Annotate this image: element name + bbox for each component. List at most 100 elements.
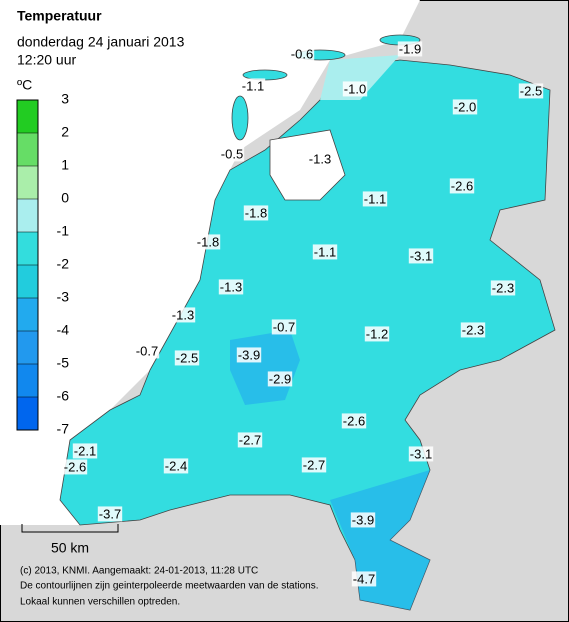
- station-label-bg: [195, 234, 221, 250]
- station-label-bg: [236, 347, 262, 363]
- station-label-bg: [460, 322, 486, 338]
- legend-unit: ºC: [17, 77, 32, 93]
- station-value: -3.1: [410, 446, 432, 461]
- station-value: -1.1: [314, 244, 336, 259]
- station-label-bg: [267, 371, 293, 387]
- station-value: -3.7: [99, 506, 121, 521]
- legend-band: [17, 364, 38, 397]
- island: [231, 95, 249, 141]
- scale-bar: [21, 524, 119, 533]
- station-value: -3.1: [410, 248, 432, 263]
- station-label-bg: [341, 413, 367, 429]
- station-value: -2.7: [303, 457, 325, 472]
- station-label-bg: [362, 191, 388, 207]
- legend-tick-label: 3: [61, 91, 69, 107]
- station-label-bg: [289, 46, 315, 62]
- station-label-bg: [408, 446, 434, 462]
- sea: [0, 0, 420, 525]
- station-label-bg: [271, 319, 297, 335]
- station-value: -1.8: [245, 205, 267, 220]
- legend-band: [17, 331, 38, 364]
- station-value: -2.7: [239, 432, 261, 447]
- legend-tick-label: -6: [57, 388, 70, 404]
- station-label-bg: [218, 279, 244, 295]
- station-label-bg: [301, 457, 327, 473]
- legend-tick-label: 2: [61, 124, 69, 140]
- contour-southeast: [330, 470, 430, 610]
- station-value: -0.5: [221, 146, 243, 161]
- station-value: -2.4: [165, 458, 187, 473]
- station-label-bg: [163, 458, 189, 474]
- station-value: -1.3: [309, 151, 331, 166]
- station-label-bg: [397, 41, 423, 57]
- station-value: -2.6: [343, 413, 365, 428]
- legend-tick-label: -2: [57, 256, 70, 272]
- station-label-bg: [307, 151, 333, 167]
- station-value: -2.1: [74, 443, 96, 458]
- station-value: -2.6: [451, 178, 473, 193]
- station-label-bg: [351, 571, 377, 587]
- station-value: -2.3: [492, 280, 514, 295]
- station-label-bg: [62, 459, 88, 475]
- station-value: -3.9: [238, 347, 260, 362]
- station-value: -1.9: [399, 41, 421, 56]
- station-value: -1.1: [242, 78, 264, 93]
- legend-tick-label: -1: [57, 223, 70, 239]
- legend-band: [17, 100, 38, 133]
- station-value: -0.6: [291, 46, 313, 61]
- station-value: -0.7: [136, 343, 158, 358]
- station-label-bg: [174, 350, 200, 366]
- station-value: -2.9: [269, 371, 291, 386]
- legend-band: [17, 397, 38, 430]
- station-value: -2.6: [64, 459, 86, 474]
- legend-band: [17, 166, 38, 199]
- legend-band: [17, 199, 38, 232]
- title: Temperatuur: [17, 8, 102, 24]
- ijsselmeer: [269, 129, 346, 201]
- station-label-bg: [240, 78, 266, 94]
- legend-tick-label: -7: [57, 421, 70, 437]
- date: donderdag 24 januari 2013: [17, 34, 185, 50]
- station-label-bg: [97, 506, 123, 522]
- time: 12:20 uur: [17, 52, 76, 68]
- station-value: -1.3: [172, 307, 194, 322]
- legend-tick-label: -4: [57, 322, 70, 338]
- station-label-bg: [342, 81, 368, 97]
- footer-line: (c) 2013, KNMI. Aangemaakt: 24-01-2013, …: [20, 566, 258, 577]
- station-value: -3.9: [352, 512, 374, 527]
- station-label-bg: [518, 83, 544, 99]
- station-label-bg: [237, 432, 263, 448]
- station-value: -1.0: [344, 81, 366, 96]
- legend-band: [17, 265, 38, 298]
- scale-label: 50 km: [51, 540, 89, 556]
- station-label-bg: [408, 248, 434, 264]
- station-value: -2.3: [462, 322, 484, 337]
- legend-tick-label: 0: [61, 190, 69, 206]
- footer-line: Lokaal kunnen verschillen optreden.: [20, 597, 180, 608]
- footer-line: De contourlijnen zijn geinterpoleerde me…: [20, 581, 319, 592]
- station-value: -2.0: [454, 99, 476, 114]
- station-label-bg: [449, 178, 475, 194]
- station-label-bg: [452, 99, 478, 115]
- legend-band: [17, 298, 38, 331]
- station-value: -1.3: [220, 279, 242, 294]
- station-label-bg: [312, 244, 338, 260]
- station-label-bg: [170, 307, 196, 323]
- station-value: -0.7: [273, 319, 295, 334]
- station-value: -4.7: [353, 571, 375, 586]
- contour-north: [320, 55, 400, 100]
- station-label-bg: [134, 343, 160, 359]
- station-label-bg: [364, 326, 390, 342]
- legend-tick-label: 1: [61, 157, 69, 173]
- legend-tick-label: -5: [57, 355, 70, 371]
- station-label-bg: [490, 280, 516, 296]
- station-value: -1.2: [366, 326, 388, 341]
- station-label-bg: [243, 205, 269, 221]
- station-value: -2.5: [520, 83, 542, 98]
- station-label-bg: [350, 512, 376, 528]
- station-value: -1.8: [197, 234, 219, 249]
- station-label-bg: [219, 146, 245, 162]
- station-value: -1.1: [364, 191, 386, 206]
- station-value: -2.5: [176, 350, 198, 365]
